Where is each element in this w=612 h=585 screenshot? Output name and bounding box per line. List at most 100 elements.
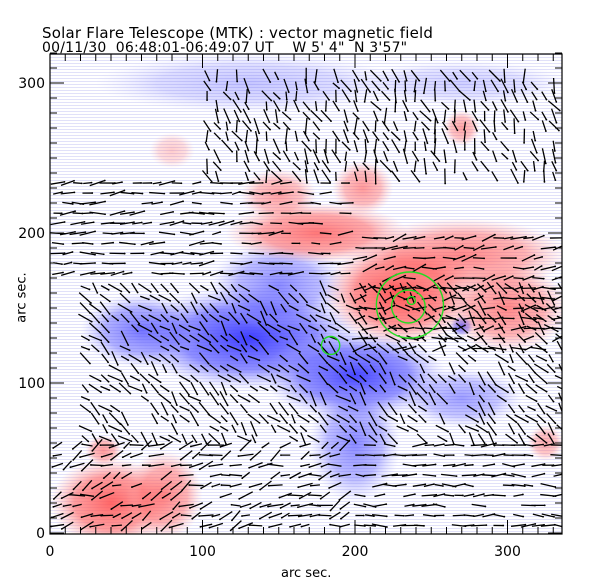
field-vector [374, 266, 384, 270]
field-vector-tail [257, 300, 260, 303]
field-vector [132, 512, 142, 519]
field-vector-tail [88, 399, 90, 401]
field-vector [353, 161, 359, 171]
field-vector [500, 140, 509, 151]
field-vector-tail [473, 324, 476, 327]
field-vector [307, 324, 319, 331]
field-vector-tail [368, 361, 371, 364]
field-vector [533, 256, 543, 260]
field-vector-tail [413, 100, 416, 103]
field-vector-tail [405, 330, 408, 333]
field-vector [535, 433, 547, 444]
field-vector-tail [235, 290, 238, 293]
field-vector-tail [288, 160, 291, 162]
field-vector-tail [386, 159, 389, 162]
field-vector [236, 435, 251, 442]
field-vector [360, 78, 371, 93]
field-vector-tail [300, 458, 303, 460]
field-vector-tail [545, 118, 548, 121]
field-vector [149, 463, 165, 467]
field-vector [349, 433, 357, 444]
field-vector-tail [207, 393, 210, 396]
field-vector [454, 245, 464, 251]
field-vector [160, 519, 173, 532]
field-vector [532, 276, 544, 280]
field-vector [302, 101, 310, 110]
field-vector [444, 235, 454, 241]
field-vector-tail [484, 505, 487, 508]
field-vector [482, 463, 495, 467]
field-vector [53, 503, 63, 508]
field-vector-tail [447, 108, 450, 110]
field-vector [226, 344, 241, 352]
field-vector-tail [394, 255, 396, 258]
field-vector-tail [446, 402, 448, 405]
field-vector [424, 444, 434, 447]
field-vector [381, 245, 398, 251]
field-vector-tail [493, 444, 496, 447]
field-vector-tail [148, 465, 151, 468]
field-vector-tail [443, 505, 446, 508]
field-vector-tail [379, 108, 382, 111]
field-vector-tail [201, 262, 204, 264]
field-vector-tail [212, 250, 215, 253]
field-vector-tail [292, 191, 294, 194]
field-vector [486, 371, 497, 386]
field-vector [389, 291, 396, 304]
field-vector [476, 331, 488, 345]
field-vector-tail [354, 301, 357, 304]
field-vector [200, 314, 208, 322]
field-vector [102, 232, 112, 235]
field-vector-tail [191, 457, 194, 460]
field-vector [507, 365, 516, 371]
field-vector [412, 111, 419, 120]
field-vector [179, 474, 194, 477]
field-vector-tail [267, 161, 270, 164]
field-vector-tail [87, 440, 90, 443]
field-vector-tail [483, 493, 485, 495]
field-vector [475, 424, 488, 433]
field-vector-tail [524, 119, 527, 121]
field-vector [213, 132, 221, 140]
field-vector-tail [294, 390, 297, 393]
field-vector-tail [356, 150, 359, 153]
field-vector-tail [186, 311, 189, 314]
field-vector-tail [225, 443, 227, 446]
field-vector [479, 119, 490, 133]
field-vector [91, 490, 104, 501]
field-vector [148, 443, 165, 447]
field-vector-tail [60, 517, 63, 520]
field-vector [169, 220, 184, 227]
field-vector-tail [229, 485, 232, 488]
field-vector-tail [364, 285, 367, 288]
field-vector [335, 394, 351, 402]
field-vector-tail [454, 317, 457, 320]
field-vector [158, 294, 171, 302]
field-vector [503, 109, 506, 123]
field-vector [307, 344, 319, 352]
field-vector [487, 413, 496, 424]
field-vector [415, 353, 429, 363]
field-vector [527, 373, 535, 383]
field-vector [240, 422, 247, 435]
field-vector-tail [373, 151, 376, 154]
field-vector-tail [553, 92, 556, 95]
field-vector [547, 100, 561, 112]
field-vector-tail [483, 277, 486, 280]
field-vector [403, 70, 408, 81]
field-vector-tail [305, 331, 308, 334]
field-vector [278, 401, 289, 415]
field-vector [534, 343, 548, 353]
field-vector [262, 68, 271, 83]
field-vector [392, 160, 398, 172]
field-vector-tail [257, 339, 259, 342]
field-vector-tail [554, 486, 557, 488]
field-vector-tail [208, 79, 211, 82]
field-vector [331, 149, 341, 163]
field-vector [140, 351, 149, 365]
field-vector [226, 363, 241, 373]
field-vector-tail [169, 299, 172, 302]
field-vector-tail [248, 309, 251, 312]
field-vector-tail [328, 487, 331, 489]
field-vector [188, 240, 204, 247]
